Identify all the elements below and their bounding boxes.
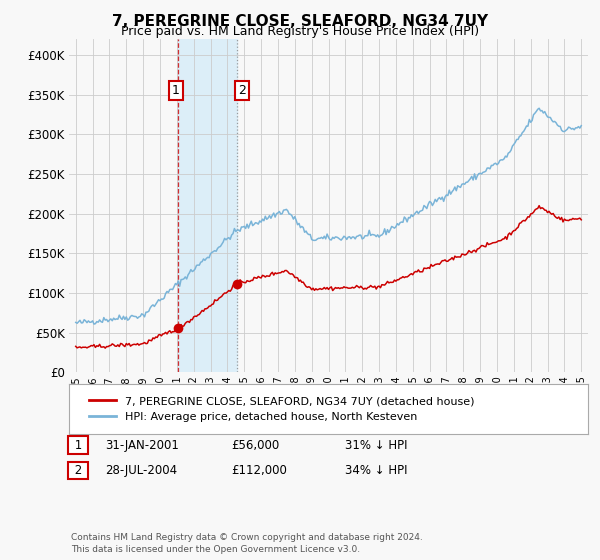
Text: £112,000: £112,000 xyxy=(231,464,287,477)
Text: 34% ↓ HPI: 34% ↓ HPI xyxy=(345,464,407,477)
Text: Price paid vs. HM Land Registry's House Price Index (HPI): Price paid vs. HM Land Registry's House … xyxy=(121,25,479,38)
Text: 31-JAN-2001: 31-JAN-2001 xyxy=(105,438,179,452)
Text: £56,000: £56,000 xyxy=(231,438,279,452)
Legend: 7, PEREGRINE CLOSE, SLEAFORD, NG34 7UY (detached house), HPI: Average price, det: 7, PEREGRINE CLOSE, SLEAFORD, NG34 7UY (… xyxy=(80,387,484,431)
Text: 1: 1 xyxy=(172,84,179,97)
Text: 1: 1 xyxy=(71,438,86,452)
Text: 2: 2 xyxy=(238,84,246,97)
Text: 28-JUL-2004: 28-JUL-2004 xyxy=(105,464,177,477)
Bar xyxy=(178,39,237,372)
Text: Contains HM Land Registry data © Crown copyright and database right 2024.
This d: Contains HM Land Registry data © Crown c… xyxy=(71,533,422,554)
Text: 2: 2 xyxy=(71,464,86,477)
Text: 7, PEREGRINE CLOSE, SLEAFORD, NG34 7UY: 7, PEREGRINE CLOSE, SLEAFORD, NG34 7UY xyxy=(112,14,488,29)
Text: 31% ↓ HPI: 31% ↓ HPI xyxy=(345,438,407,452)
